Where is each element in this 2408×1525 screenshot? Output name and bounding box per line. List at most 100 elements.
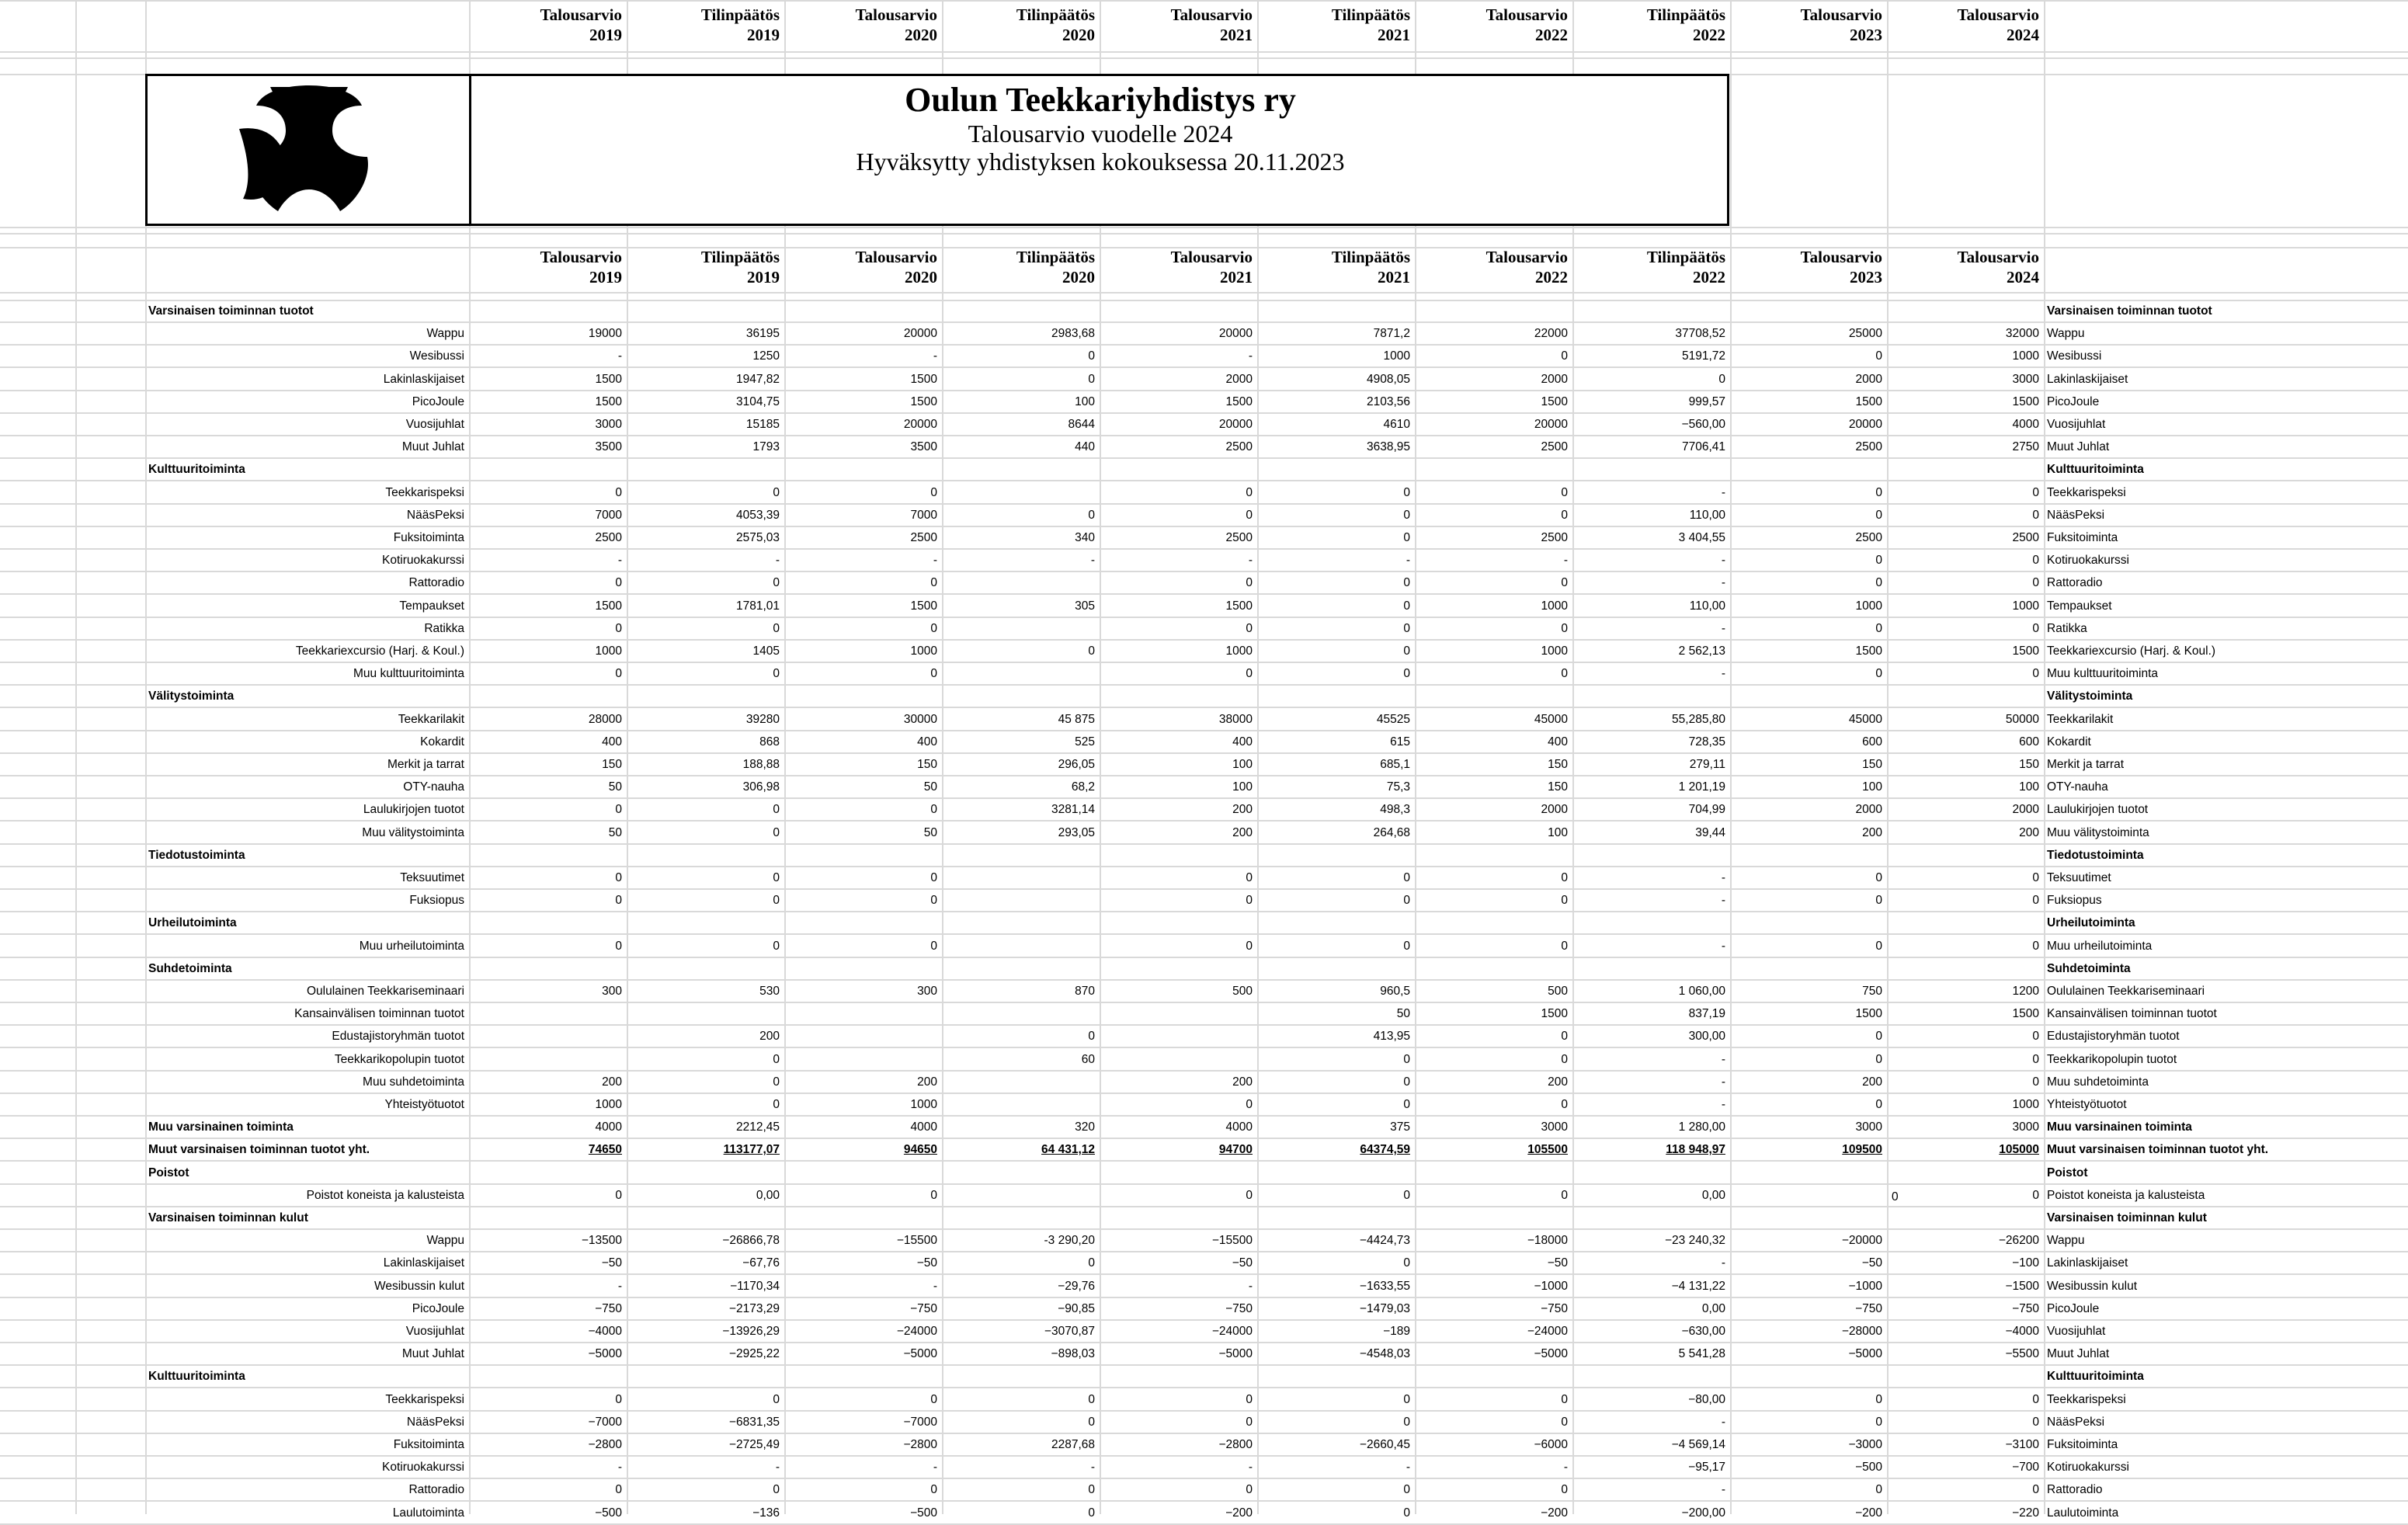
value-text: 2500 xyxy=(1225,440,1253,453)
mid-header-9: Talousarvio 2024 xyxy=(1887,247,2039,287)
value-cell: 0 xyxy=(784,1184,937,1207)
value-text: 264,68 xyxy=(1373,826,1410,839)
value-cell: 0 xyxy=(1415,571,1568,594)
row-label: Oululainen Teekkariseminaari xyxy=(306,985,464,998)
row-label-right: Edustajistoryhmän tuotot xyxy=(2047,1030,2180,1043)
value-text: −15500 xyxy=(896,1234,937,1247)
header-year: 2020 xyxy=(1062,268,1095,287)
grid-row-line xyxy=(0,933,2408,935)
value-text: 0 xyxy=(1403,1483,1410,1496)
value-text: 2000 xyxy=(1855,373,1882,386)
value-text: −5000 xyxy=(1848,1347,1882,1360)
value-cell: 20000 xyxy=(1415,413,1568,436)
value-cell: 0 xyxy=(627,1048,780,1071)
row-label-right: PicoJoule xyxy=(2047,1302,2100,1315)
top-header-4: Talousarvio 2021 xyxy=(1100,5,1253,45)
value-cell: 0 xyxy=(1887,1411,2039,1433)
grid-row-line xyxy=(0,662,2408,663)
value-text: 45 875 xyxy=(1058,713,1095,726)
value-cell: - xyxy=(1572,889,1725,912)
value-cell: - xyxy=(1572,1048,1725,1071)
grid-row-line xyxy=(0,1160,2408,1162)
value-text: 0,00 xyxy=(756,1189,780,1202)
value-cell: 39280 xyxy=(627,708,780,731)
value-text: 150 xyxy=(1862,758,1882,771)
value-text: 0 xyxy=(615,486,622,499)
row-label: Yhteistyötuotot xyxy=(384,1098,464,1111)
value-cell: 1500 xyxy=(469,595,622,617)
value-text: −750 xyxy=(2012,1302,2039,1315)
value-cell: −50 xyxy=(469,1252,622,1274)
row-label-right: Muu urheilutoiminta xyxy=(2047,940,2153,953)
row-label: Muut Juhlat xyxy=(401,440,464,453)
value-text: 0 xyxy=(1561,1098,1568,1111)
grid-row-line xyxy=(0,1342,2408,1343)
value-cell: 200 xyxy=(1100,1071,1253,1093)
value-cell: 0 xyxy=(1257,1502,1410,1524)
value-text: 0 xyxy=(773,1483,780,1496)
value-cell xyxy=(784,1002,937,1025)
value-cell: −560,00 xyxy=(1572,413,1725,436)
value-cell: 0 xyxy=(1887,1071,2039,1093)
value-cell: 704,99 xyxy=(1572,798,1725,821)
value-cell: −750 xyxy=(784,1297,937,1320)
header-year: 2021 xyxy=(1220,268,1253,287)
mid-header-4: Talousarvio 2021 xyxy=(1100,247,1253,287)
value-text: 0 xyxy=(2032,554,2039,567)
value-text: 113177,07 xyxy=(723,1143,780,1156)
value-text: 1000 xyxy=(2012,599,2039,613)
value-text: 400 xyxy=(1548,735,1568,749)
value-cell: 2000 xyxy=(1415,798,1568,821)
value-text: 0 xyxy=(1403,644,1410,658)
value-text: 0 xyxy=(1875,1053,1882,1066)
header-year: 2019 xyxy=(589,268,622,287)
value-cell: 0 xyxy=(784,481,937,504)
grid-row-line xyxy=(0,752,2408,754)
value-cell: 2500 xyxy=(469,526,622,549)
row-label-right: Ratikka xyxy=(2047,622,2087,635)
header-year: 2021 xyxy=(1220,26,1253,44)
grid-row-line xyxy=(0,480,2408,481)
row-label: Rattoradio xyxy=(408,1483,464,1496)
value-cell: 0 xyxy=(784,867,937,889)
value-text: 3000 xyxy=(1541,1120,1568,1134)
value-text: 0 xyxy=(1875,940,1882,953)
value-cell: 0 xyxy=(1415,889,1568,912)
value-cell: 293,05 xyxy=(942,822,1095,844)
value-text: 5 541,28 xyxy=(1678,1347,1725,1360)
grid-row-line xyxy=(0,300,2408,301)
value-cell: 45000 xyxy=(1730,708,1882,731)
value-text: 2575,03 xyxy=(735,531,780,544)
value-cell: 0 xyxy=(1415,617,1568,640)
value-cell xyxy=(942,571,1095,594)
grid-row-line xyxy=(0,911,2408,912)
value-text: 0 xyxy=(2032,1393,2039,1406)
grid-column-line xyxy=(469,0,471,1514)
value-cell: 0 xyxy=(1257,867,1410,889)
value-text: 0 xyxy=(2032,1053,2039,1066)
value-cell: 0 xyxy=(1100,481,1253,504)
row-label-right: Välitystoiminta xyxy=(2047,690,2133,703)
value-text: 0 xyxy=(1561,1416,1568,1429)
value-text: 870 xyxy=(1075,985,1095,998)
value-text: −5000 xyxy=(1534,1347,1568,1360)
value-text: 0,00 xyxy=(1701,1302,1725,1315)
value-cell: 0 xyxy=(942,1388,1095,1411)
grid-row-line xyxy=(0,548,2408,550)
value-text: −2173,29 xyxy=(728,1302,780,1315)
value-cell: 0 xyxy=(1887,935,2039,957)
value-text: −5500 xyxy=(2005,1347,2039,1360)
value-text: 0 xyxy=(1875,1098,1882,1111)
value-text: 2212,45 xyxy=(735,1120,780,1134)
value-text: 2500 xyxy=(595,531,622,544)
value-cell: −200 xyxy=(1730,1502,1882,1524)
grid-row-line xyxy=(0,1183,2408,1185)
value-text: 28000 xyxy=(588,713,622,726)
value-text: −136 xyxy=(752,1506,780,1520)
row-label: Varsinaisen toiminnan tuotot xyxy=(148,304,314,318)
value-text: −200 xyxy=(1541,1506,1568,1520)
value-cell: 0 xyxy=(784,935,937,957)
value-cell xyxy=(942,617,1095,640)
value-text: 50 xyxy=(1396,1007,1410,1020)
value-text: - xyxy=(1248,554,1253,567)
